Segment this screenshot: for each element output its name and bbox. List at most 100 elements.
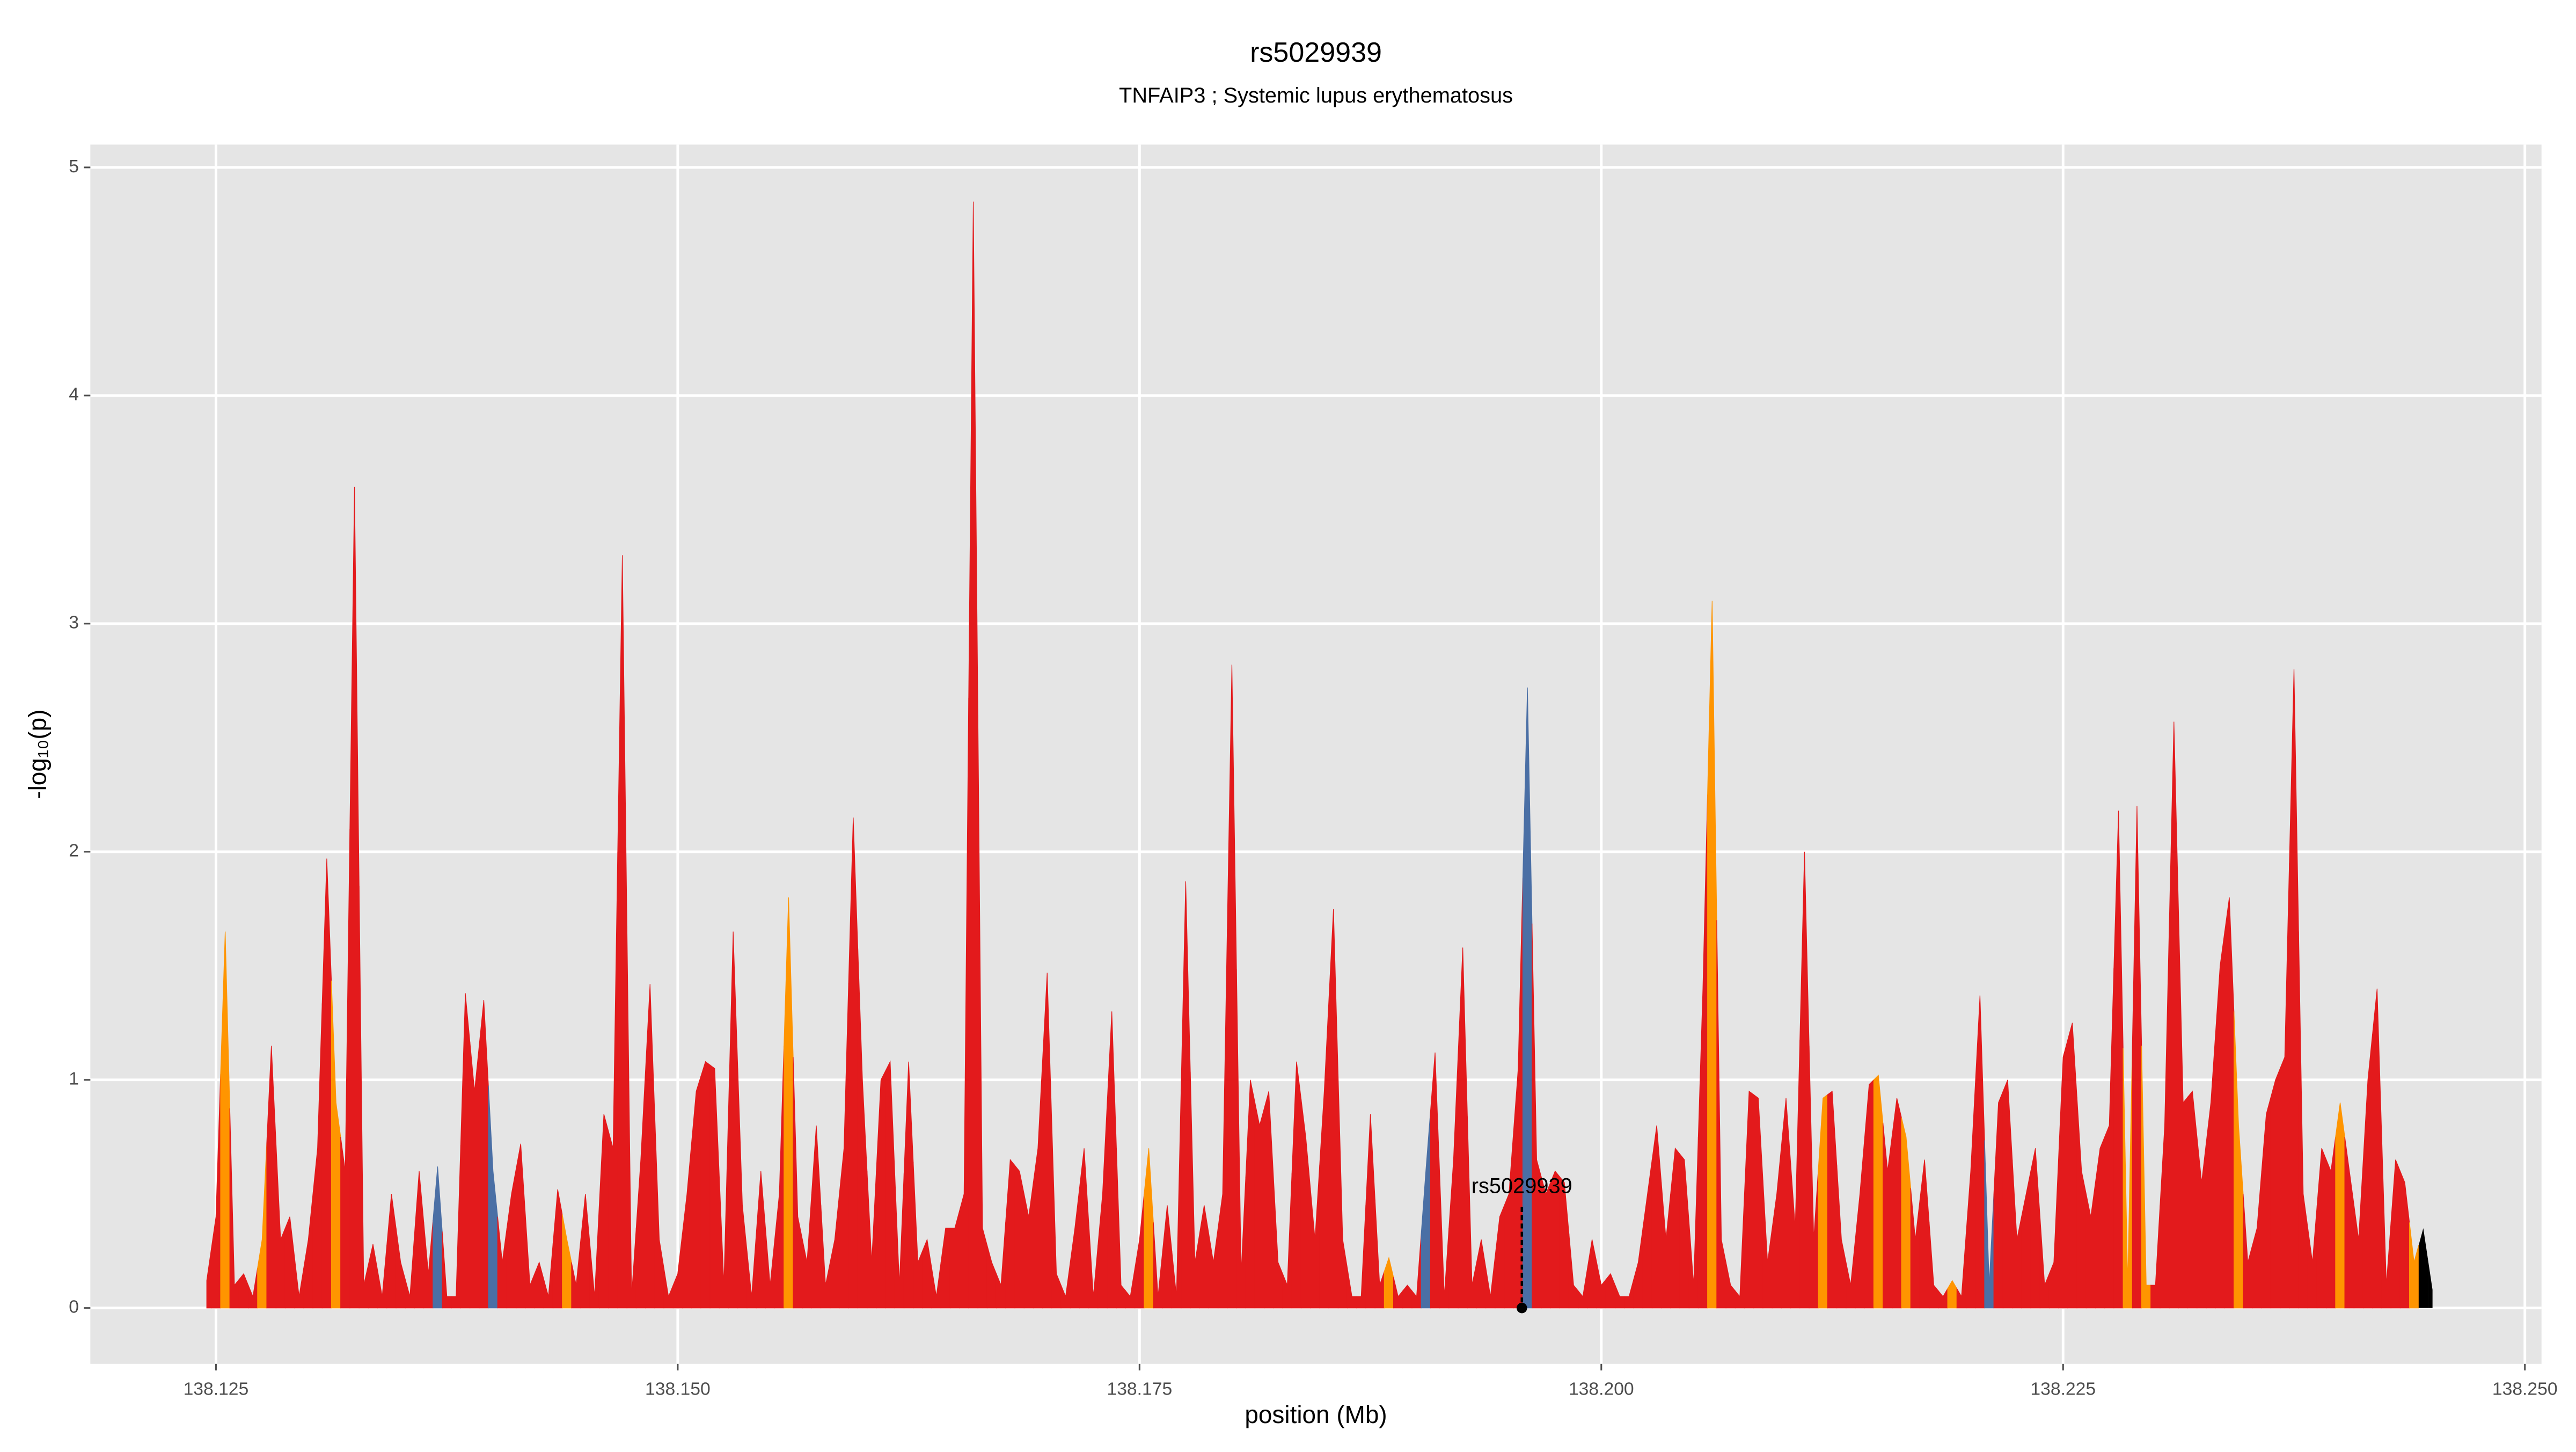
area-segment: [1458, 947, 1468, 1309]
area-segment: [442, 1231, 452, 1309]
area-segment: [2234, 1011, 2244, 1309]
area-segment: [1846, 1239, 1856, 1309]
area-segment: [784, 897, 794, 1309]
area-segment: [1033, 1060, 1043, 1309]
area-segment: [848, 818, 859, 1309]
area-segment: [1190, 1071, 1200, 1309]
area-segment: [405, 1234, 415, 1309]
area-segment: [839, 983, 849, 1309]
area-segment: [1883, 1123, 1893, 1309]
area-segment: [1559, 1176, 1570, 1309]
area-segment: [1725, 1262, 1736, 1309]
area-segment: [1762, 1180, 1773, 1309]
area-segment: [2197, 1136, 2207, 1309]
area-segment: [959, 697, 969, 1309]
area-segment: [2076, 1097, 2087, 1309]
y-tick-label: 1: [69, 1069, 79, 1089]
area-segment: [2206, 1034, 2216, 1309]
area-segment: [321, 858, 332, 1309]
area-segment: [211, 1074, 221, 1309]
area-segment: [414, 1171, 425, 1309]
area-segment: [1744, 1090, 1754, 1309]
area-segment: [635, 1071, 646, 1309]
chart-title: rs5029939: [1250, 37, 1382, 68]
area-segment: [2169, 721, 2179, 1309]
area-segment: [340, 829, 350, 1309]
area-segment: [1864, 1079, 1875, 1309]
area-segment: [598, 1114, 609, 1309]
x-tick-label: 138.250: [2492, 1380, 2558, 1399]
area-segment: [986, 1245, 997, 1309]
area-segment: [756, 1171, 766, 1309]
annotation-label: rs5029939: [1472, 1174, 1572, 1198]
y-tick-label: 5: [69, 157, 79, 177]
area-segment: [1679, 1153, 1689, 1309]
area-segment: [377, 1245, 387, 1309]
area-segment: [931, 1262, 941, 1309]
area-segment: [312, 1003, 323, 1309]
area-segment: [257, 1142, 267, 1309]
area-segment: [747, 1234, 757, 1309]
area-segment: [525, 1214, 535, 1309]
area-segment: [2289, 669, 2299, 1309]
area-segment: [1522, 687, 1533, 1309]
area-segment: [1144, 1148, 1154, 1309]
area-segment: [1254, 1103, 1265, 1309]
area-segment: [1448, 1053, 1459, 1309]
area-segment: [1023, 1182, 1034, 1309]
area-segment: [2002, 1079, 2013, 1309]
area-segment: [1346, 1268, 1357, 1309]
area-segment: [1495, 1205, 1505, 1309]
area-segment: [1651, 1125, 1662, 1309]
area-segment: [821, 1205, 831, 1309]
area-segment: [2058, 1040, 2068, 1309]
area-segment: [867, 1171, 877, 1309]
area-segment: [497, 1216, 508, 1309]
area-segment: [2113, 811, 2124, 1309]
area-segment: [765, 1228, 775, 1309]
area-segment: [1716, 920, 1726, 1309]
area-segment: [506, 1169, 517, 1309]
area-segment: [1947, 1280, 1957, 1309]
area-segment: [1439, 1174, 1450, 1309]
area-segment: [1661, 1182, 1671, 1309]
area-segment: [857, 948, 868, 1309]
area-segment: [1411, 1234, 1422, 1309]
area-segment: [968, 201, 978, 1309]
area-segment: [719, 1108, 729, 1309]
area-segment: [1014, 1164, 1024, 1309]
area-segment: [1079, 1148, 1089, 1309]
area-segment: [2067, 1023, 2077, 1309]
area-segment: [663, 1268, 674, 1309]
area-segment: [2187, 1090, 2198, 1309]
area-segment: [1060, 1262, 1071, 1309]
area-segment: [1245, 1079, 1256, 1309]
y-tick-label: 2: [69, 841, 79, 861]
area-segment: [1975, 995, 1985, 1309]
area-segment: [1393, 1277, 1403, 1309]
area-segment: [2012, 1159, 2022, 1309]
area-segment: [922, 1238, 932, 1309]
x-tick-label: 138.150: [645, 1380, 711, 1399]
area-segment: [368, 1244, 378, 1309]
area-segment: [2104, 968, 2114, 1309]
area-segment: [1965, 1083, 1976, 1309]
area-segment: [1578, 1268, 1588, 1309]
area-segment: [1421, 1112, 1431, 1309]
area-segment: [2344, 1136, 2354, 1309]
area-segment: [1827, 1090, 1838, 1309]
area-segment: [396, 1228, 406, 1309]
area-segment: [977, 714, 988, 1309]
area-segment: [543, 1243, 554, 1309]
area-segment: [2280, 863, 2290, 1309]
area-segment: [2335, 1103, 2345, 1309]
area-segment: [1855, 1139, 1865, 1309]
area-segment: [488, 1085, 498, 1309]
area-segment: [1809, 1045, 1819, 1309]
area-segment: [1051, 1123, 1062, 1309]
area-segment: [1568, 1234, 1579, 1309]
area-segment: [1282, 1173, 1292, 1309]
x-tick-label: 138.175: [1107, 1380, 1173, 1399]
area-segment: [1624, 1279, 1634, 1309]
